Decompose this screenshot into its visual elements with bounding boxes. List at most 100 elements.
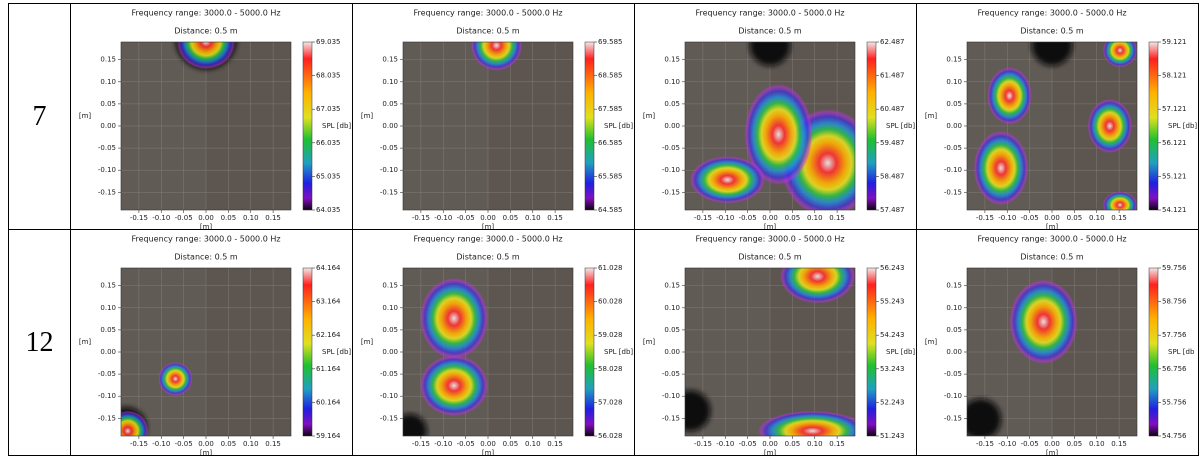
y-tick-label: -0.05	[380, 370, 398, 378]
x-tick-label: 0.00	[1044, 214, 1060, 222]
plot-title: Frequency range: 3000.0 - 5000.0 Hz	[413, 235, 562, 244]
heatmap-image	[403, 42, 573, 210]
heatmap-image	[967, 42, 1137, 210]
heatmap-figure: Frequency range: 3000.0 - 5000.0 Hz Dista…	[79, 235, 352, 456]
colorbar-tick-label: 51.243	[880, 432, 905, 440]
y-tick-label: 0.15	[946, 282, 962, 290]
x-tick-label: 0.10	[525, 214, 541, 222]
x-tick-label: -0.10	[716, 214, 734, 222]
colorbar	[866, 41, 877, 211]
sound-hotspot	[121, 410, 149, 436]
x-axis-label: [m]	[1046, 223, 1059, 229]
y-tick-label: -0.05	[944, 370, 962, 378]
colorbar-tick-label: 63.164	[316, 298, 341, 306]
x-tick-label: -0.15	[412, 440, 430, 448]
y-tick-label: 0.15	[382, 282, 398, 290]
x-tick-label: 0.15	[1111, 440, 1127, 448]
plot-subtitle: Distance: 0.5 m	[456, 253, 519, 262]
sound-hotspot	[177, 42, 235, 69]
plot-title: Frequency range: 3000.0 - 5000.0 Hz	[131, 235, 280, 244]
x-tick-label: -0.15	[130, 214, 148, 222]
colorbar-tick-label: 54.121	[1162, 206, 1187, 214]
sound-hotspot	[1009, 279, 1078, 364]
y-tick-label: 0.15	[382, 56, 398, 64]
y-tick-label: 0.05	[946, 100, 962, 108]
x-tick-label: -0.05	[457, 440, 475, 448]
sound-hotspot	[471, 42, 522, 71]
x-tick-label: 0.10	[243, 440, 259, 448]
colorbar-tick-label: 67.035	[316, 105, 341, 113]
y-tick-label: -0.15	[662, 188, 680, 196]
colorbar-label: SPL [db]	[1168, 122, 1197, 130]
x-tick-label: 0.05	[1067, 214, 1083, 222]
heatmap-figure: Frequency range: 3000.0 - 5000.0 Hz Dista…	[643, 235, 916, 456]
plot-title: Frequency range: 3000.0 - 5000.0 Hz	[413, 9, 562, 18]
y-tick-label: 0.00	[100, 348, 116, 356]
x-tick-label: 0.05	[1067, 440, 1083, 448]
colorbar-tick-label: 57.028	[598, 398, 623, 406]
y-tick-label: 0.10	[100, 304, 116, 312]
y-tick-label: -0.10	[380, 166, 398, 174]
y-tick-label: 0.10	[100, 78, 116, 86]
y-tick-label: 0.05	[946, 326, 962, 334]
x-tick-label: 0.05	[221, 440, 237, 448]
y-tick-label: 0.05	[664, 100, 680, 108]
y-tick-label: -0.10	[944, 166, 962, 174]
x-tick-label: -0.05	[1021, 440, 1039, 448]
sound-hotspot	[744, 83, 813, 185]
x-tick-label: 0.05	[503, 440, 519, 448]
dark-spot	[403, 413, 427, 436]
x-axis-label: [m]	[482, 449, 495, 455]
plot-subtitle: Distance: 0.5 m	[174, 27, 237, 36]
row: 12 Frequency range: 3000.0 - 5000.0 Hz Di…	[8, 229, 1199, 456]
y-tick-label: 0.15	[100, 282, 116, 290]
colorbar-tick-label: 53.243	[880, 365, 905, 373]
heatmap-image	[967, 268, 1137, 436]
plot-cell: Frequency range: 3000.0 - 5000.0 Hz Dista…	[70, 229, 353, 456]
plot-cell: Frequency range: 3000.0 - 5000.0 Hz Dista…	[634, 229, 917, 456]
x-tick-label: 0.10	[243, 214, 259, 222]
y-axis-label: [m]	[643, 338, 656, 346]
x-tick-label: -0.10	[152, 214, 170, 222]
x-tick-label: -0.05	[457, 214, 475, 222]
colorbar-tick-label: 58.756	[1162, 298, 1187, 306]
colorbar-tick-label: 56.121	[1162, 139, 1187, 147]
x-tick-label: -0.15	[976, 440, 994, 448]
x-tick-label: -0.10	[998, 440, 1016, 448]
colorbar-tick-label: 59.121	[1162, 38, 1187, 46]
y-axis-label: [m]	[79, 338, 92, 346]
x-tick-label: 0.15	[1111, 214, 1127, 222]
plot-title: Frequency range: 3000.0 - 5000.0 Hz	[695, 235, 844, 244]
colorbar-label: SPL [db]	[886, 122, 915, 130]
colorbar-tick-label: 56.756	[1162, 365, 1187, 373]
y-tick-label: 0.00	[664, 348, 680, 356]
sound-hotspot	[420, 355, 488, 416]
sound-hotspot	[973, 131, 1029, 205]
x-tick-label: 0.15	[265, 214, 281, 222]
colorbar-tick-label: 65.035	[316, 172, 341, 180]
colorbar-tick-label: 54.756	[1162, 432, 1187, 440]
heatmap-figure: Frequency range: 3000.0 - 5000.0 Hz Dista…	[79, 9, 352, 230]
x-tick-label: 0.15	[829, 440, 845, 448]
colorbar-label: SPL [db]	[604, 122, 633, 130]
colorbar-tick-label: 58.121	[1162, 72, 1187, 80]
y-tick-label: 0.15	[100, 56, 116, 64]
y-tick-label: 0.00	[946, 122, 962, 130]
x-axis-label: [m]	[764, 223, 777, 229]
row-label: 12	[8, 229, 71, 456]
colorbar-label: SPL [db	[1168, 348, 1195, 356]
x-tick-label: 0.00	[480, 214, 496, 222]
plot-subtitle: Distance: 0.5 m	[738, 27, 801, 36]
colorbar-tick-label: 55.121	[1162, 172, 1187, 180]
plot-cell: Frequency range: 3000.0 - 5000.0 Hz Dista…	[352, 229, 635, 456]
colorbar-tick-label: 59.164	[316, 432, 341, 440]
plot-subtitle: Distance: 0.5 m	[738, 253, 801, 262]
y-tick-label: 0.05	[100, 326, 116, 334]
colorbar-tick-label: 64.035	[316, 206, 341, 214]
colorbar-label: SPL [db]	[604, 348, 633, 356]
x-tick-label: 0.15	[829, 214, 845, 222]
x-tick-label: 0.10	[807, 440, 823, 448]
colorbar	[302, 41, 313, 211]
plot-cell: Frequency range: 3000.0 - 5000.0 Hz Dista…	[352, 3, 635, 230]
colorbar-tick-label: 61.487	[880, 72, 905, 80]
